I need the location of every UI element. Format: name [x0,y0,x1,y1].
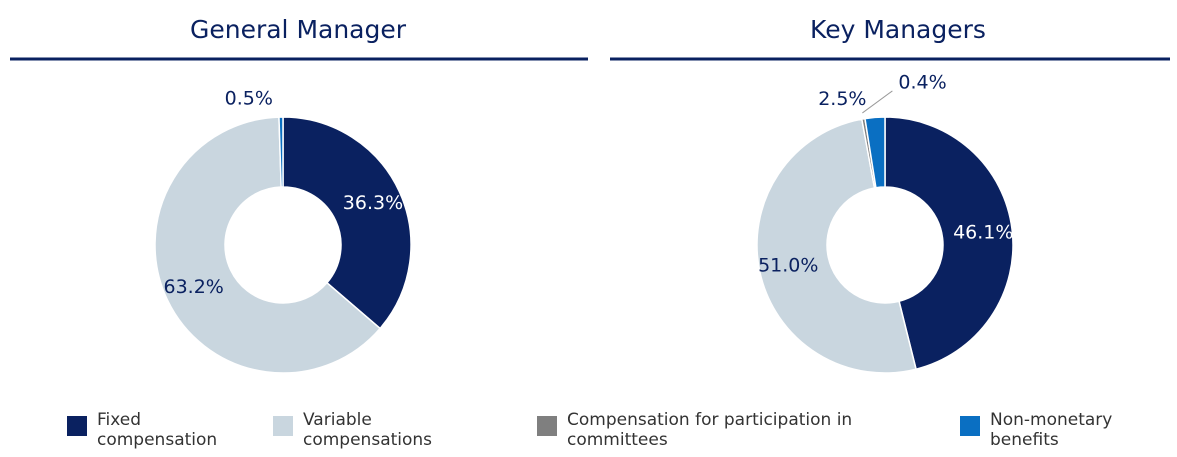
legend-label: Compensation for participation in commit… [567,410,853,450]
donut-slice [282,116,412,330]
legend-swatch [537,416,557,436]
chart-title: General Manager [190,15,407,44]
legend-swatch [67,416,87,436]
data-label: 0.4% [898,71,946,93]
donut-slice [864,116,886,189]
data-label: 63.2% [164,276,224,298]
data-label: 46.1% [953,221,1013,243]
data-label: 51.0% [758,254,818,276]
donut-slice [154,116,382,374]
legend-swatch [273,416,293,436]
legend-swatch [960,416,980,436]
legend-label: Variable compensations [303,410,433,450]
donut-slice [884,116,1014,371]
data-label: 36.3% [343,192,403,214]
legend-label: Fixed compensation [97,410,218,450]
data-label: 0.5% [225,88,273,110]
donut-slice [756,118,917,374]
leader-line [862,90,893,114]
legend-label: Non-monetary benefits [990,410,1113,450]
data-label: 2.5% [818,88,866,110]
donut-slice [278,116,284,188]
chart-title: Key Managers [810,15,986,44]
